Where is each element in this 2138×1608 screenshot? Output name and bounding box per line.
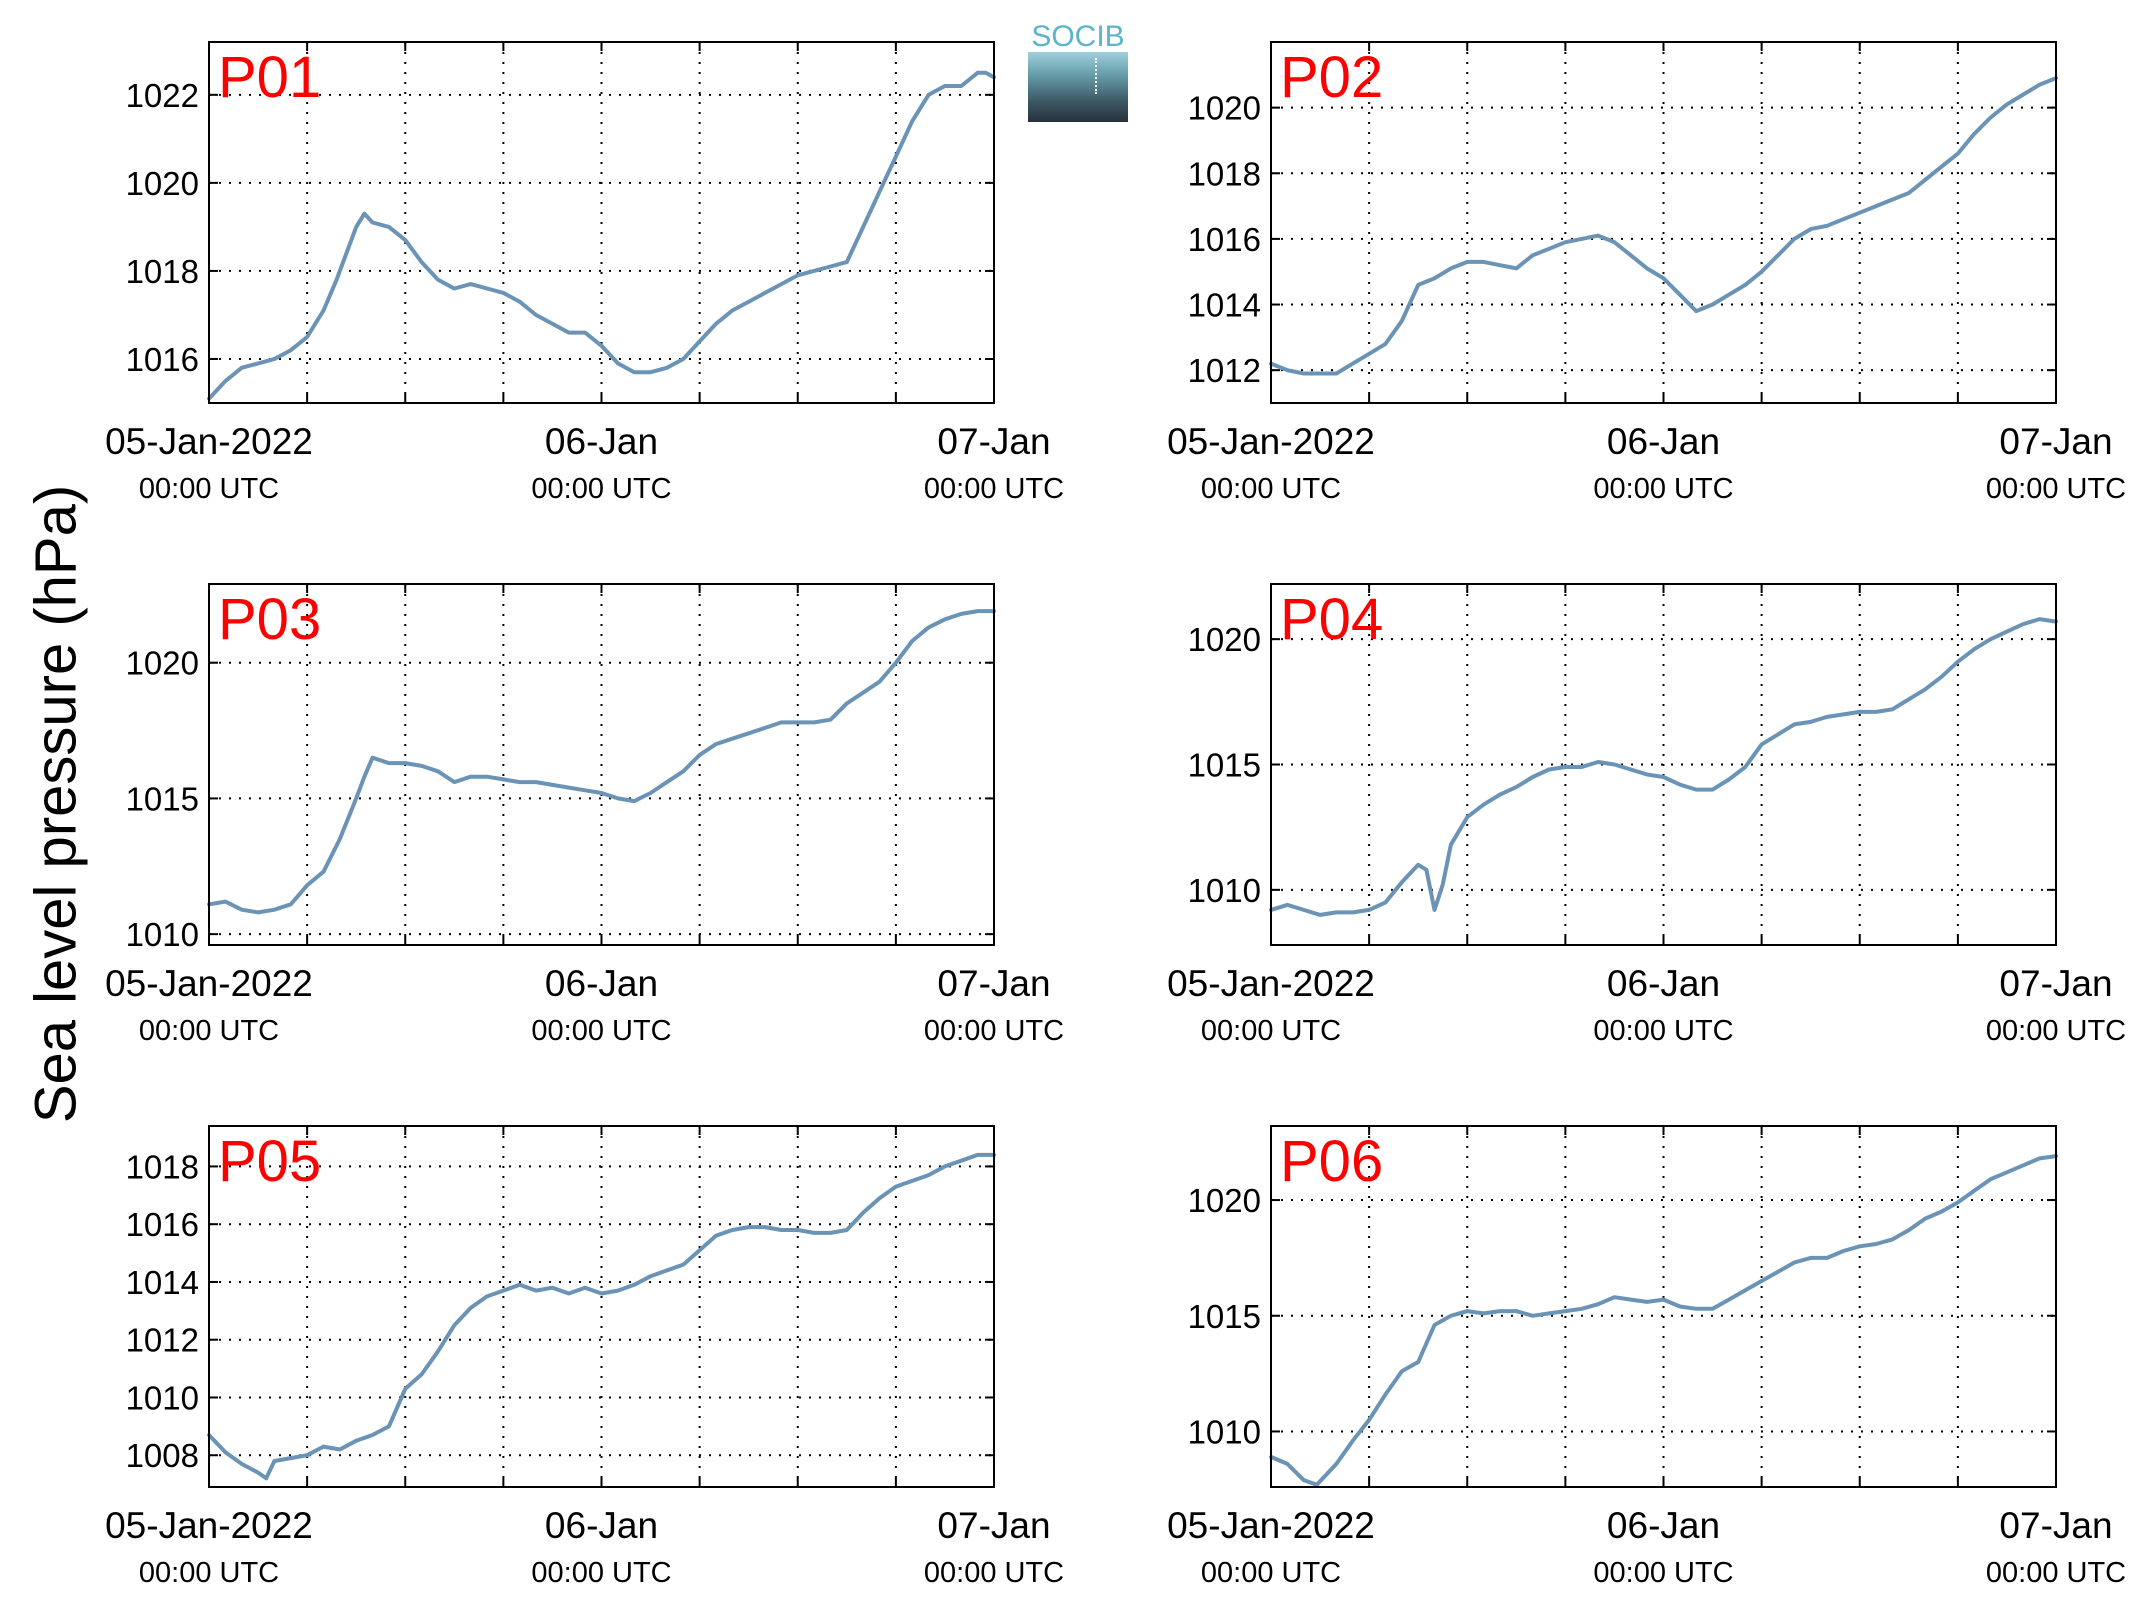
panel-label: P06 xyxy=(1280,1129,1383,1194)
panel-p06: 1010 1015 1020 05-Jan-2022 00:00 UTC 06-Jan 00… xyxy=(1167,1125,2126,1589)
x-tick-sublabel: 00:00 UTC xyxy=(1986,473,2126,505)
y-tick-label: 1016 xyxy=(126,341,199,378)
panel-p05: 1008 1010 1012 1014 1016 1018 05-Jan-2022 00:00… xyxy=(105,1125,1064,1589)
x-tick-sublabel: 00:00 UTC xyxy=(924,473,1064,505)
x-tick-sublabel: 00:00 UTC xyxy=(139,473,279,505)
series-line-p02 xyxy=(1269,76,2058,376)
panel-p01: 1016 1018 1020 1022 05-Jan-2022 00:00 UTC 06-J… xyxy=(105,41,1064,505)
series-line-p05 xyxy=(207,1152,996,1481)
y-tick-label: 1014 xyxy=(126,1264,199,1301)
x-tick-label: 06-Jan xyxy=(545,421,658,462)
series-line-p06 xyxy=(1269,1154,2058,1487)
panel-label: P05 xyxy=(218,1129,321,1194)
x-tick-sublabel: 00:00 UTC xyxy=(1593,473,1733,505)
x-tick-label: 05-Jan-2022 xyxy=(1167,1505,1375,1546)
y-tick-label: 1010 xyxy=(1188,872,1261,909)
y-tick-label: 1022 xyxy=(126,77,199,114)
x-tick-label: 07-Jan xyxy=(937,421,1050,462)
x-tick-sublabel: 00:00 UTC xyxy=(139,1557,279,1589)
y-tick-label: 1020 xyxy=(1188,621,1261,658)
panel-label: P03 xyxy=(218,587,321,652)
y-tick-label: 1015 xyxy=(126,780,199,817)
x-tick-sublabel: 00:00 UTC xyxy=(1593,1015,1733,1047)
y-tick-label: 1020 xyxy=(1188,1182,1261,1219)
x-tick-sublabel: 00:00 UTC xyxy=(531,1557,671,1589)
panel-label: P04 xyxy=(1280,587,1383,652)
panel-label: P01 xyxy=(218,45,321,110)
y-tick-label: 1016 xyxy=(126,1206,199,1243)
x-tick-sublabel: 00:00 UTC xyxy=(531,473,671,505)
x-tick-label: 07-Jan xyxy=(937,963,1050,1004)
x-tick-label: 05-Jan-2022 xyxy=(1167,421,1375,462)
x-tick-label: 06-Jan xyxy=(545,1505,658,1546)
x-tick-label: 07-Jan xyxy=(1999,421,2112,462)
x-tick-sublabel: 00:00 UTC xyxy=(1986,1557,2126,1589)
x-tick-sublabel: 00:00 UTC xyxy=(531,1015,671,1047)
y-tick-label: 1020 xyxy=(1188,90,1261,127)
y-tick-label: 1010 xyxy=(1188,1413,1261,1450)
y-tick-label: 1018 xyxy=(126,1148,199,1185)
panel-p03: 1010 1015 1020 05-Jan-2022 00:00 UTC 06-Jan 00… xyxy=(105,583,1064,1047)
series-line-p04 xyxy=(1269,617,2058,917)
x-tick-sublabel: 00:00 UTC xyxy=(139,1015,279,1047)
x-tick-sublabel: 00:00 UTC xyxy=(1201,473,1341,505)
y-tick-label: 1018 xyxy=(1188,155,1261,192)
x-tick-label: 07-Jan xyxy=(1999,1505,2112,1546)
x-tick-sublabel: 00:00 UTC xyxy=(1201,1557,1341,1589)
x-tick-label: 05-Jan-2022 xyxy=(105,1505,313,1546)
logo-dotted-line xyxy=(1095,58,1099,94)
x-tick-sublabel: 00:00 UTC xyxy=(924,1557,1064,1589)
x-tick-sublabel: 00:00 UTC xyxy=(924,1015,1064,1047)
series-line-p03 xyxy=(207,609,996,915)
x-tick-label: 06-Jan xyxy=(545,963,658,1004)
logo-graphic xyxy=(1028,52,1128,122)
x-tick-label: 07-Jan xyxy=(1999,963,2112,1004)
x-tick-label: 06-Jan xyxy=(1607,421,1720,462)
panel-p02: 1012 1014 1016 1018 1020 05-Jan-2022 00:00 UTC… xyxy=(1167,41,2126,505)
x-tick-sublabel: 00:00 UTC xyxy=(1986,1015,2126,1047)
y-tick-label: 1015 xyxy=(1188,1298,1261,1335)
x-tick-label: 05-Jan-2022 xyxy=(1167,963,1375,1004)
y-tick-label: 1010 xyxy=(126,1379,199,1416)
panel-p04: 1010 1015 1020 05-Jan-2022 00:00 UTC 06-Jan 00… xyxy=(1167,583,2126,1047)
y-tick-label: 1014 xyxy=(1188,287,1261,324)
y-tick-label: 1010 xyxy=(126,916,199,953)
y-tick-label: 1008 xyxy=(126,1437,199,1474)
x-tick-label: 07-Jan xyxy=(937,1505,1050,1546)
x-tick-sublabel: 00:00 UTC xyxy=(1593,1557,1733,1589)
panel-label: P02 xyxy=(1280,45,1383,110)
x-tick-label: 06-Jan xyxy=(1607,963,1720,1004)
logo-text: SOCIB xyxy=(1031,20,1125,53)
x-tick-label: 05-Jan-2022 xyxy=(105,963,313,1004)
series-line-p01 xyxy=(207,70,996,401)
y-axis-label: Sea level pressure (hPa) xyxy=(23,484,89,1124)
socib-logo: SOCIB xyxy=(1028,22,1128,122)
y-tick-label: 1020 xyxy=(126,645,199,682)
x-tick-label: 05-Jan-2022 xyxy=(105,421,313,462)
x-tick-label: 06-Jan xyxy=(1607,1505,1720,1546)
y-tick-label: 1020 xyxy=(126,165,199,202)
y-tick-label: 1016 xyxy=(1188,221,1261,258)
y-tick-label: 1018 xyxy=(126,253,199,290)
y-tick-label: 1012 xyxy=(126,1322,199,1359)
x-tick-sublabel: 00:00 UTC xyxy=(1201,1015,1341,1047)
y-tick-label: 1015 xyxy=(1188,747,1261,784)
y-tick-label: 1012 xyxy=(1188,352,1261,389)
